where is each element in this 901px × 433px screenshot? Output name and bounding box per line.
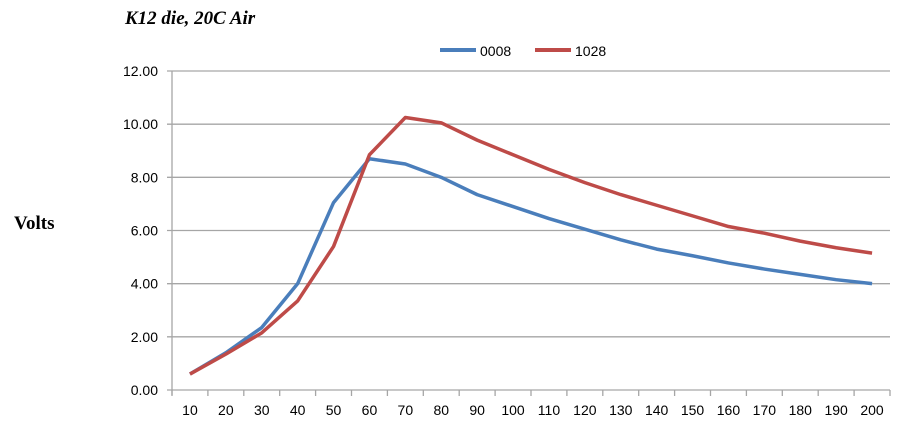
y-tick-label: 6.00 [131,223,158,239]
y-axis-label: Volts [14,213,55,234]
x-tick-label: 170 [753,402,777,418]
x-tick-label: 140 [645,402,669,418]
x-tick-label: 130 [609,402,633,418]
x-tick-label: 150 [681,402,705,418]
x-tick-label: 190 [824,402,848,418]
x-tick-label: 10 [182,402,198,418]
x-tick-label: 60 [362,402,378,418]
x-tick-label: 200 [860,402,884,418]
y-tick-label: 12.00 [123,63,158,79]
chart-title: K12 die, 20C Air [125,8,256,29]
x-tick-label: 50 [326,402,342,418]
legend-label-0008: 0008 [480,43,511,59]
y-tick-label: 4.00 [131,276,158,292]
x-tick-label: 100 [501,402,525,418]
y-tick-label: 2.00 [131,329,158,345]
series-line-0008 [189,156,873,376]
x-tick-label: 20 [218,402,234,418]
x-tick-label: 110 [538,402,561,418]
x-tick-label: 30 [254,402,270,418]
y-tick-label: 10.00 [123,116,158,132]
x-tick-label: 80 [433,402,449,418]
x-tick-label: 180 [789,402,813,418]
x-tick-label: 40 [290,402,306,418]
x-tick-label: 120 [573,402,597,418]
series-line-1028 [189,115,873,376]
x-tick-label: 160 [717,402,741,418]
x-tick-label: 70 [398,402,414,418]
y-tick-label: 8.00 [131,169,158,185]
y-tick-label: 0.00 [131,382,158,398]
legend-label-1028: 1028 [575,43,606,59]
x-tick-label: 90 [469,402,485,418]
